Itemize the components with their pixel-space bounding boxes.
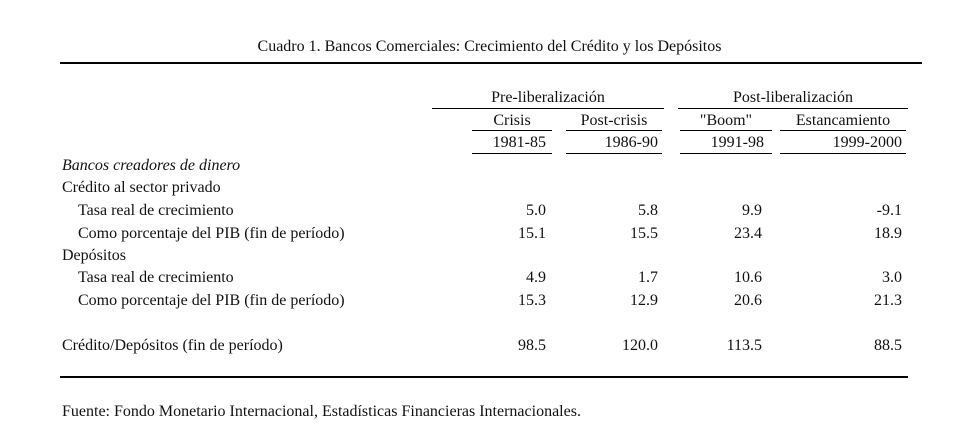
column-label-crisis: Crisis (493, 112, 531, 129)
period-rule-boom (680, 153, 772, 154)
cell-crisis: 15.3 (518, 292, 546, 309)
row-label: Como porcentaje del PIB (fin de período) (78, 225, 345, 242)
column-rule-post-crisis (566, 130, 662, 131)
group-header-pre: Pre-liberalización (491, 89, 605, 106)
group-rule-post (678, 108, 908, 109)
cell-boom: 10.6 (734, 269, 762, 286)
top-rule (60, 62, 922, 64)
period-rule-post-crisis (566, 153, 662, 154)
table-title: Cuadro 1. Bancos Comerciales: Crecimient… (257, 38, 722, 55)
column-rule-estancamiento (780, 130, 906, 131)
group-header-post: Post-liberalización (733, 89, 853, 106)
row-label: Crédito/Depósitos (fin de período) (62, 337, 283, 354)
cell-estancamiento: -9.1 (876, 202, 902, 219)
cell-post-crisis: 5.8 (638, 202, 658, 219)
cell-boom: 20.6 (734, 292, 762, 309)
column-label-boom: "Boom" (699, 112, 753, 129)
source-note: Fuente: Fondo Monetario Internacional, E… (62, 403, 581, 420)
cell-estancamiento: 3.0 (882, 269, 902, 286)
cell-crisis: 4.9 (526, 269, 546, 286)
period-post-crisis: 1986-90 (604, 134, 658, 151)
credit-heading: Crédito al sector privado (62, 179, 221, 196)
cell-crisis: 5.0 (526, 202, 546, 219)
cell-estancamiento: 21.3 (874, 292, 902, 309)
cell-crisis: 15.1 (518, 225, 546, 242)
cell-boom: 9.9 (742, 202, 762, 219)
cell-crisis: 98.5 (518, 337, 546, 354)
section-title: Bancos creadores de dinero (62, 157, 241, 174)
period-rule-crisis (472, 153, 552, 154)
column-label-estancamiento: Estancamiento (795, 112, 891, 129)
group-rule-pre (432, 108, 664, 109)
period-crisis: 1981-85 (492, 134, 546, 151)
cell-post-crisis: 15.5 (630, 225, 658, 242)
cell-estancamiento: 88.5 (874, 337, 902, 354)
row-label: Como porcentaje del PIB (fin de período) (78, 292, 345, 309)
cell-post-crisis: 12.9 (630, 292, 658, 309)
period-boom: 1991-98 (710, 134, 764, 151)
cell-estancamiento: 18.9 (874, 225, 902, 242)
column-rule-crisis (472, 130, 552, 131)
cell-boom: 113.5 (726, 337, 762, 354)
column-rule-boom (680, 130, 772, 131)
period-rule-estancamiento (780, 153, 906, 154)
row-label: Tasa real de crecimiento (78, 269, 234, 286)
period-estancamiento: 1999-2000 (832, 134, 902, 151)
column-label-post-crisis: Post-crisis (580, 112, 648, 129)
deposits-heading: Depósitos (62, 247, 126, 264)
row-label: Tasa real de crecimiento (78, 202, 234, 219)
cell-post-crisis: 1.7 (638, 269, 658, 286)
cell-boom: 23.4 (734, 225, 762, 242)
cell-post-crisis: 120.0 (622, 337, 658, 354)
bottom-rule (60, 376, 908, 378)
